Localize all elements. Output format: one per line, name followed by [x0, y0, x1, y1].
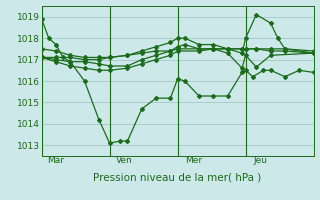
Text: Ven: Ven — [116, 156, 133, 165]
Text: Mar: Mar — [47, 156, 64, 165]
Text: Jeu: Jeu — [253, 156, 268, 165]
X-axis label: Pression niveau de la mer( hPa ): Pression niveau de la mer( hPa ) — [93, 173, 262, 183]
Text: Mer: Mer — [185, 156, 202, 165]
